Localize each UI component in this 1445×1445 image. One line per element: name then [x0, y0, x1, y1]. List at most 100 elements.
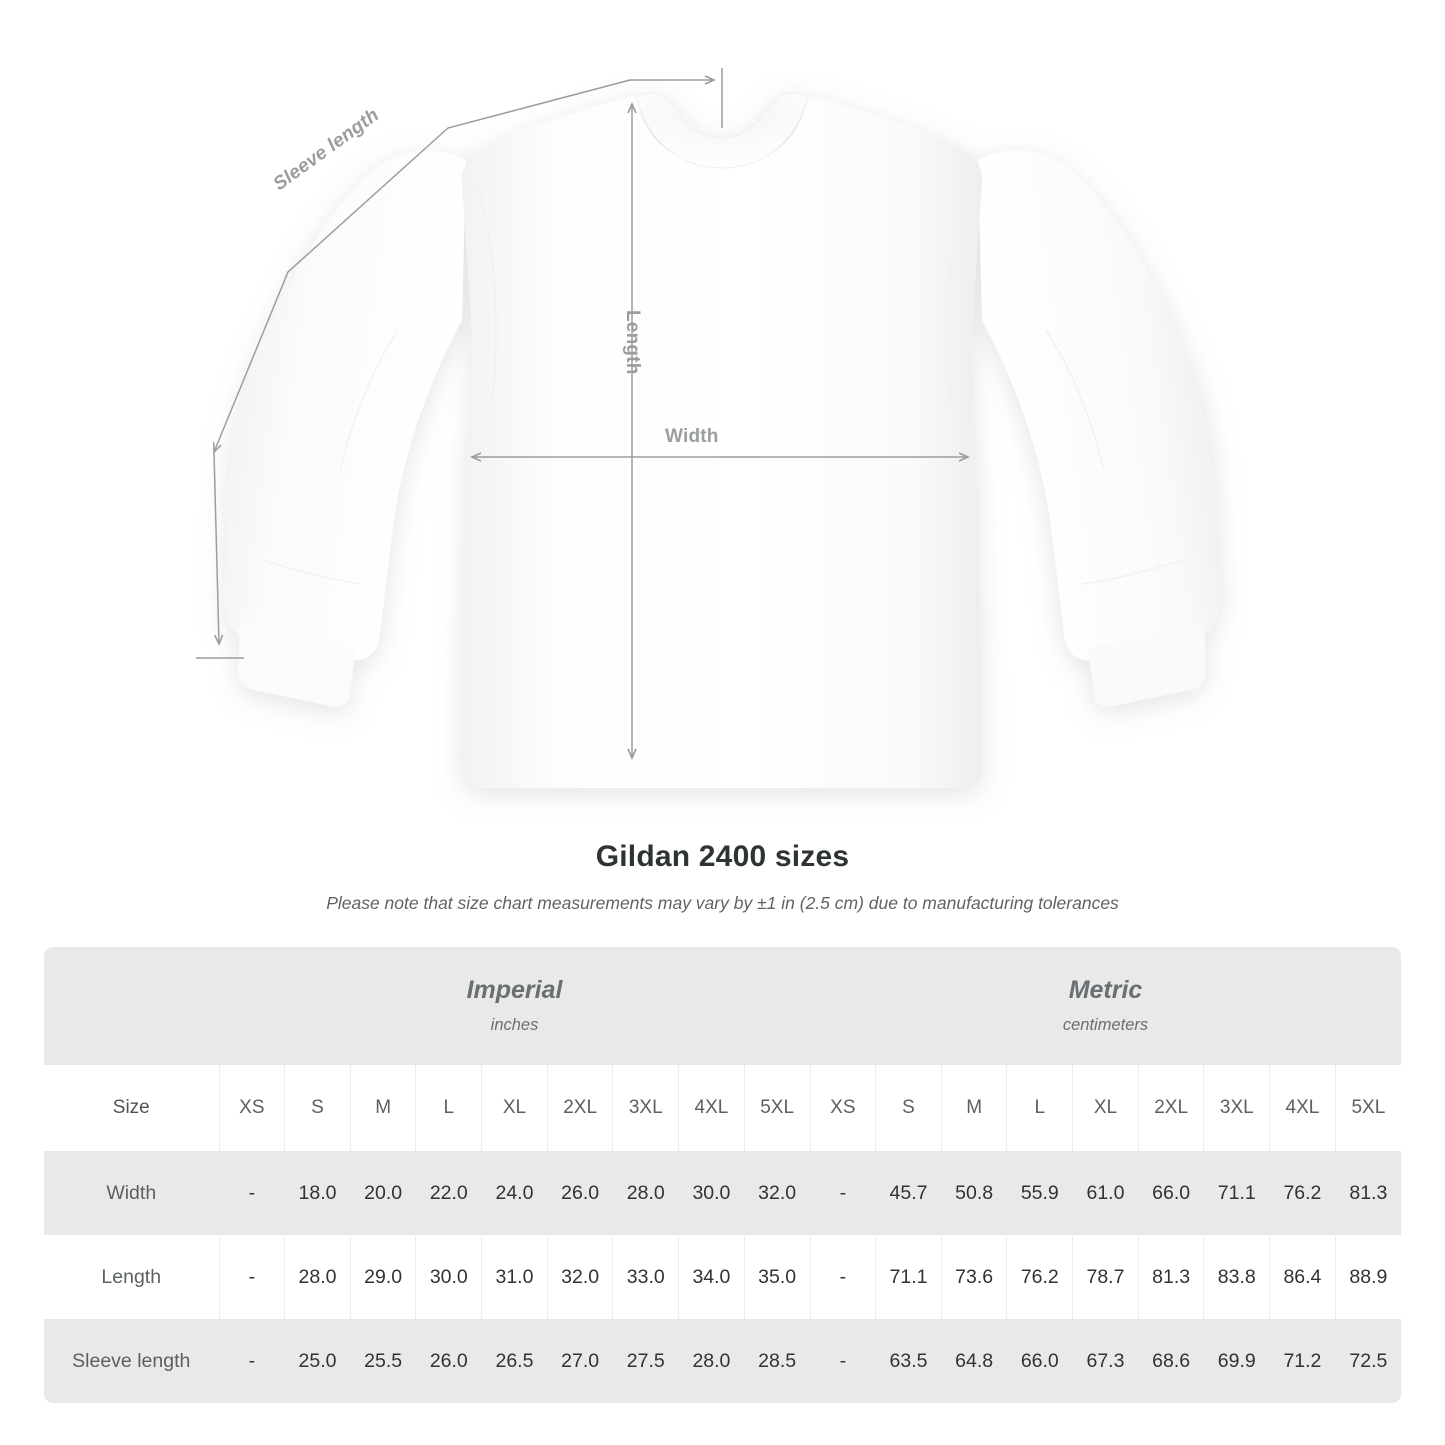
table-row: Sleeve length -25.0 25.5 26.0 26.5 27.0 27.5 28…: [44, 1319, 1401, 1403]
cell-metric: 67.3: [1072, 1319, 1139, 1403]
sleeve-length-dimension: [196, 68, 723, 659]
cell-metric: 81.3: [1137, 1235, 1204, 1319]
cell-imperial: 35.0: [743, 1235, 811, 1319]
cell-metric: 69.9: [1203, 1319, 1270, 1403]
cell-metric: 63.5: [875, 1319, 942, 1403]
cell-metric: 55.9: [1006, 1151, 1073, 1235]
size-header-imperial-xl: XL: [481, 1065, 548, 1151]
size-header-metric-s: S: [875, 1065, 942, 1151]
cell-imperial: 28.0: [678, 1319, 745, 1403]
cell-imperial: 30.0: [678, 1151, 745, 1235]
cell-imperial: -: [218, 1319, 285, 1403]
cell-metric: 72.5: [1334, 1319, 1401, 1403]
cell-imperial: 25.0: [284, 1319, 351, 1403]
cell-metric: -: [809, 1151, 876, 1235]
cell-imperial: 28.0: [612, 1151, 679, 1235]
size-header-metric-l: L: [1006, 1065, 1073, 1151]
title-block: Gildan 2400 sizes Please note that size …: [0, 840, 1445, 914]
row-header-width: Width: [44, 1151, 219, 1235]
cell-imperial: 28.5: [743, 1319, 811, 1403]
cell-imperial: -: [218, 1235, 285, 1319]
size-header-imperial-xs: XS: [218, 1065, 285, 1151]
unit-subtitle: inches: [490, 1015, 539, 1034]
cell-imperial: 18.0: [284, 1151, 351, 1235]
cell-metric: 50.8: [940, 1151, 1007, 1235]
size-header-imperial-4xl: 4XL: [678, 1065, 745, 1151]
unit-name: Imperial: [466, 976, 563, 1005]
length-label: Length: [622, 310, 643, 375]
cell-metric: 78.7: [1072, 1235, 1139, 1319]
cell-metric: 66.0: [1006, 1319, 1073, 1403]
size-header-metric-xs: XS: [809, 1065, 876, 1151]
cell-metric: 88.9: [1334, 1235, 1401, 1319]
cell-imperial: 26.0: [415, 1319, 482, 1403]
size-header-imperial-2xl: 2XL: [546, 1065, 613, 1151]
table-row: Width -18.0 20.0 22.0 24.0 26.0 28.0 30.0 32.0-4…: [44, 1151, 1401, 1235]
size-header-metric-m: M: [940, 1065, 1007, 1151]
size-header-imperial-l: L: [415, 1065, 482, 1151]
cell-metric: 66.0: [1137, 1151, 1204, 1235]
unit-subtitle: centimeters: [1062, 1015, 1149, 1034]
cell-imperial: 26.0: [546, 1151, 613, 1235]
cell-metric: -: [809, 1235, 876, 1319]
cell-metric: 76.2: [1006, 1235, 1073, 1319]
cell-metric: 86.4: [1269, 1235, 1336, 1319]
unit-header-spacer: [44, 947, 219, 1065]
shirt-silhouette: [223, 92, 1221, 788]
cell-metric: 83.8: [1203, 1235, 1270, 1319]
cell-imperial: 22.0: [415, 1151, 482, 1235]
cell-imperial: 27.5: [612, 1319, 679, 1403]
cell-metric: -: [809, 1319, 876, 1403]
size-header-metric-4xl: 4XL: [1269, 1065, 1336, 1151]
cell-metric: 71.1: [875, 1235, 942, 1319]
cell-imperial: 30.0: [415, 1235, 482, 1319]
unit-header-metric: Metric centimeters: [810, 947, 1401, 1065]
size-header-metric-5xl: 5XL: [1334, 1065, 1401, 1151]
table-row: Length -28.0 29.0 30.0 31.0 32.0 33.0 34.0 35.0-…: [44, 1235, 1401, 1319]
cell-imperial: 25.5: [349, 1319, 416, 1403]
cell-imperial: 29.0: [349, 1235, 416, 1319]
shirt-diagram-svg: [196, 68, 1221, 788]
cell-metric: 73.6: [940, 1235, 1007, 1319]
cell-metric: 71.2: [1269, 1319, 1336, 1403]
cell-imperial: 26.5: [481, 1319, 548, 1403]
unit-name: Metric: [1068, 976, 1143, 1005]
cell-metric: 76.2: [1269, 1151, 1336, 1235]
size-header-metric-3xl: 3XL: [1203, 1065, 1270, 1151]
row-header-length: Length: [44, 1235, 219, 1319]
page-title: Gildan 2400 sizes: [595, 840, 850, 873]
cell-metric: 61.0: [1072, 1151, 1139, 1235]
cell-imperial: -: [218, 1151, 285, 1235]
cell-imperial: 32.0: [743, 1151, 811, 1235]
size-header-imperial-m: M: [349, 1065, 416, 1151]
cell-metric: 81.3: [1334, 1151, 1401, 1235]
cell-metric: 45.7: [875, 1151, 942, 1235]
cell-imperial: 34.0: [678, 1235, 745, 1319]
size-column-header: Size: [44, 1065, 219, 1151]
unit-header-row: Imperial inches Metric centimeters: [44, 947, 1401, 1065]
cell-imperial: 20.0: [349, 1151, 416, 1235]
garment-illustration: Sleeve length Length Width: [196, 68, 1221, 788]
size-header-metric-2xl: 2XL: [1137, 1065, 1204, 1151]
cell-imperial: 24.0: [481, 1151, 548, 1235]
size-chart-table: Imperial inches Metric centimeters Size XS S M L…: [44, 947, 1401, 1403]
size-chart-table-wrapper: Imperial inches Metric centimeters Size XS S M L…: [44, 947, 1401, 1403]
tolerance-note: Please note that size chart measurements…: [326, 893, 1119, 913]
cell-imperial: 27.0: [546, 1319, 613, 1403]
row-header-sleeve-length: Sleeve length: [44, 1319, 219, 1403]
width-label: Width: [665, 426, 719, 447]
cell-imperial: 28.0: [284, 1235, 351, 1319]
size-header-imperial-5xl: 5XL: [743, 1065, 811, 1151]
size-header-imperial-s: S: [284, 1065, 351, 1151]
size-header-row: Size XS S M L XL 2XL 3XL 4XL 5XL XS S M L XL 2XL 3XL 4XL 5…: [44, 1065, 1401, 1151]
cell-metric: 64.8: [940, 1319, 1007, 1403]
cell-metric: 71.1: [1203, 1151, 1270, 1235]
unit-header-imperial: Imperial inches: [219, 947, 811, 1065]
cell-imperial: 32.0: [546, 1235, 613, 1319]
size-header-metric-xl: XL: [1072, 1065, 1139, 1151]
size-header-imperial-3xl: 3XL: [612, 1065, 679, 1151]
cell-imperial: 33.0: [612, 1235, 679, 1319]
fabric-folds: [261, 185, 1183, 585]
cell-imperial: 31.0: [481, 1235, 548, 1319]
cell-metric: 68.6: [1137, 1319, 1204, 1403]
